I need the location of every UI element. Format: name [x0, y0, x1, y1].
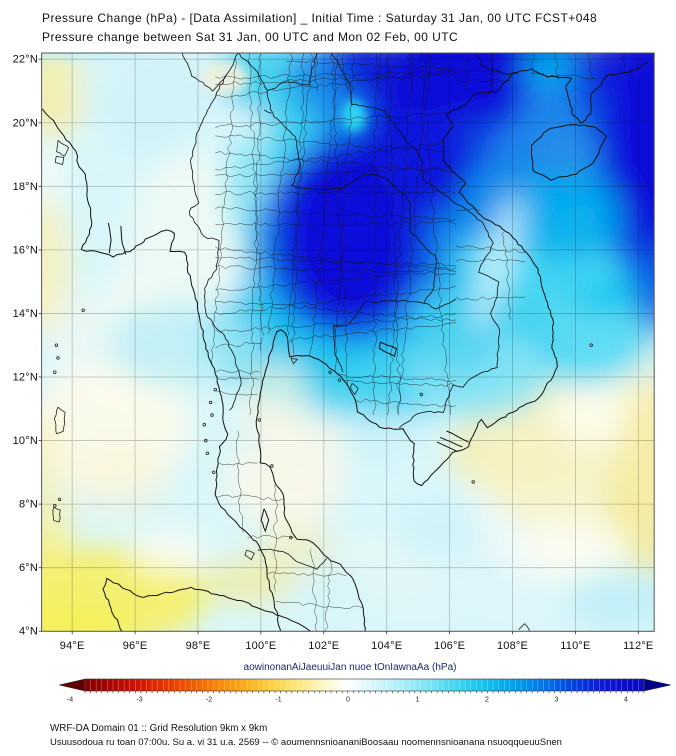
- svg-text:12°N: 12°N: [13, 372, 38, 384]
- svg-text:106°E: 106°E: [434, 640, 465, 652]
- svg-text:4: 4: [624, 697, 628, 704]
- svg-text:10°N: 10°N: [13, 435, 38, 447]
- svg-text:2: 2: [485, 697, 489, 704]
- svg-text:-2: -2: [206, 697, 212, 704]
- svg-text:22°N: 22°N: [13, 54, 38, 66]
- svg-text:14°N: 14°N: [13, 308, 38, 320]
- svg-text:aowinonanAiJaeuuiJan nuoe tOnI: aowinonanAiJaeuuiJan nuoe tOnIawnaAa (hP…: [244, 662, 457, 673]
- svg-text:-4: -4: [67, 697, 73, 704]
- svg-text:20°N: 20°N: [13, 117, 38, 129]
- svg-text:110°E: 110°E: [560, 640, 590, 652]
- svg-text:Usuusodoua ru toan 07:00u. Su: Usuusodoua ru toan 07:00u. Su a. vi 31 u…: [50, 737, 562, 748]
- svg-text:4°N: 4°N: [19, 626, 38, 638]
- svg-text:WRF-DA Domain 01 :: Grid Resol: WRF-DA Domain 01 :: Grid Resolution 9km …: [50, 723, 267, 734]
- svg-text:Pressure Change (hPa) - [Data: Pressure Change (hPa) - [Data Assimilati…: [42, 11, 597, 25]
- svg-text:0: 0: [346, 697, 350, 704]
- svg-text:94°E: 94°E: [60, 640, 85, 652]
- svg-text:18°N: 18°N: [13, 181, 38, 193]
- svg-text:112°E: 112°E: [623, 640, 653, 652]
- svg-text:1: 1: [416, 697, 420, 704]
- svg-text:-1: -1: [275, 697, 281, 704]
- svg-text:6°N: 6°N: [19, 562, 38, 574]
- svg-text:96°E: 96°E: [123, 640, 148, 652]
- svg-text:104°E: 104°E: [371, 640, 402, 652]
- svg-text:108°E: 108°E: [497, 640, 528, 652]
- svg-text:98°E: 98°E: [186, 640, 211, 652]
- svg-text:16°N: 16°N: [13, 244, 38, 256]
- svg-text:Pressure change between Sat 31: Pressure change between Sat 31 Jan, 00 U…: [42, 30, 458, 44]
- svg-text:3: 3: [555, 697, 559, 704]
- svg-text:100°E: 100°E: [245, 640, 276, 652]
- svg-text:8°N: 8°N: [19, 499, 38, 511]
- svg-text:102°E: 102°E: [308, 640, 339, 652]
- svg-text:-3: -3: [136, 697, 142, 704]
